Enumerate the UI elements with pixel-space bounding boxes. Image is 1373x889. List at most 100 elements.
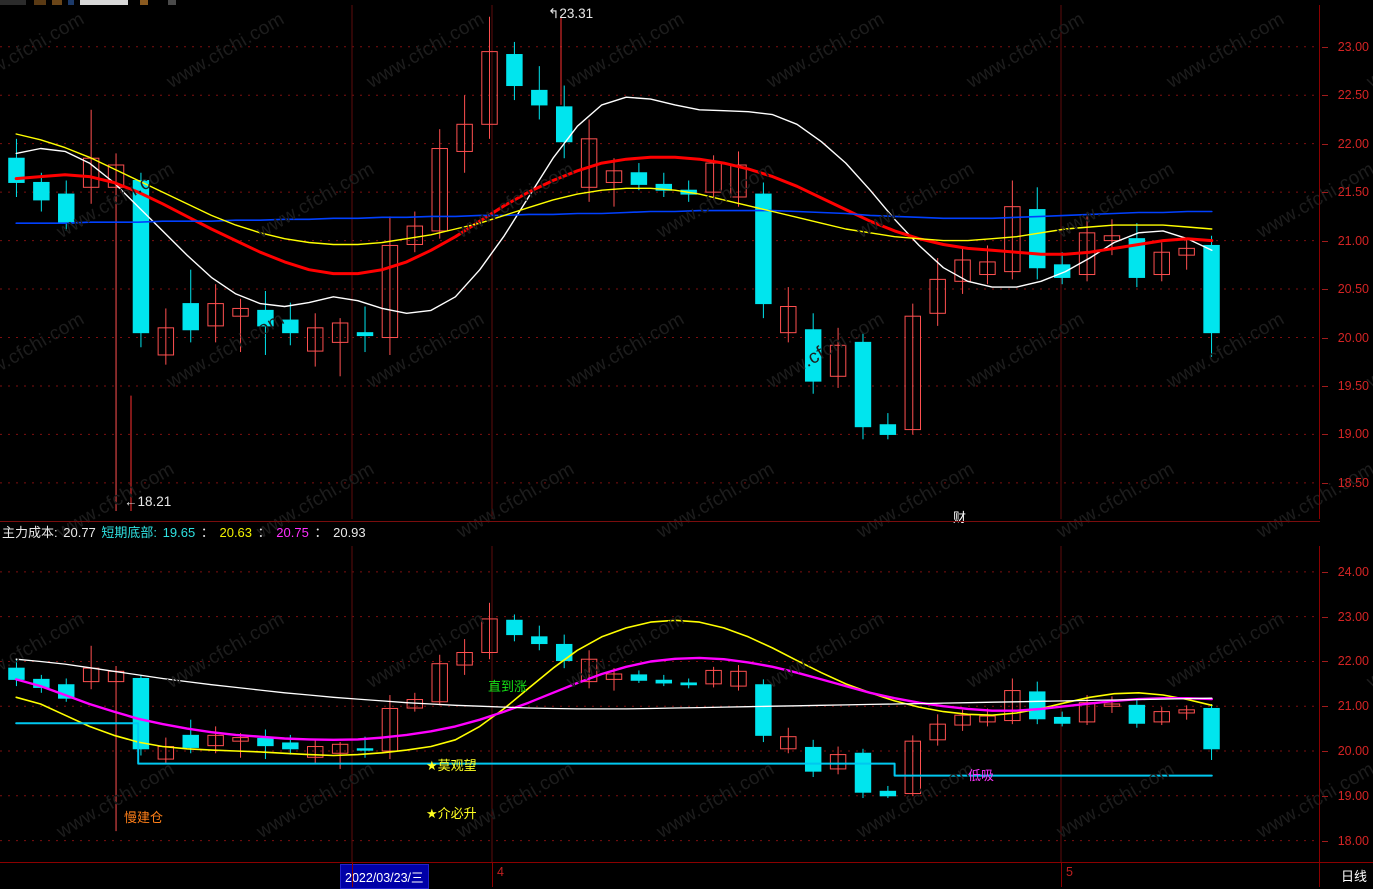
price-chart-svg — [0, 0, 1320, 519]
axis-tick-mark — [1322, 795, 1328, 797]
candle-body — [1128, 238, 1146, 278]
candle-body — [257, 737, 274, 747]
candle-body — [904, 740, 921, 795]
price-plot-area[interactable] — [0, 0, 1320, 519]
series-line-MA-yellow — [15, 133, 1213, 246]
candle-body — [456, 123, 473, 152]
candlestick — [431, 129, 448, 239]
candle-body — [580, 658, 598, 683]
candle-body — [804, 746, 822, 772]
candlestick — [531, 625, 548, 651]
candle-body — [307, 327, 324, 352]
series-line-MA-long — [15, 209, 1213, 224]
candlestick — [406, 211, 424, 253]
candle-body — [1078, 702, 1096, 723]
candle-body — [854, 341, 872, 428]
candle-body — [1178, 247, 1195, 256]
time-axis-tick: 4 — [497, 865, 504, 879]
axis-tick-mark — [1322, 95, 1328, 97]
candle-body — [605, 673, 623, 680]
candle-body — [1178, 709, 1195, 714]
candle-body — [705, 162, 722, 193]
candle-body — [1103, 235, 1121, 242]
price-axis-upper[interactable]: 23.00 22.50 22.00 21.50 21.00 20.50 20.00 19.50… — [1319, 0, 1373, 519]
candle-body — [979, 261, 996, 276]
time-axis[interactable]: 2022/03/23/三 日线 4 5 — [0, 862, 1373, 889]
period-label[interactable]: 日线 — [1340, 869, 1367, 884]
axis-tick-label: 21.00 — [1337, 699, 1369, 714]
series-line-slow-magenta — [15, 656, 1213, 741]
status-sep-3: ： — [314, 525, 328, 540]
price-panel[interactable] — [0, 0, 1320, 519]
axis-tick-label: 19.50 — [1337, 378, 1369, 393]
candlestick — [481, 602, 498, 660]
candle-body — [506, 619, 523, 636]
candlestick — [730, 151, 747, 207]
candlestick — [33, 172, 50, 212]
candlestick — [655, 172, 673, 197]
candlestick — [804, 313, 822, 394]
candlestick — [8, 138, 25, 197]
candlestick — [207, 726, 224, 754]
candle-body — [531, 89, 548, 106]
candle-body — [207, 303, 224, 327]
candlestick — [605, 158, 623, 207]
candle-body — [1004, 206, 1021, 273]
candle-body — [1153, 251, 1170, 276]
selected-date-label[interactable]: 2022/03/23/三 — [340, 864, 429, 889]
status-sep-2: ： — [257, 525, 271, 540]
axis-tick-mark — [1322, 751, 1328, 752]
indicator-plot-area[interactable] — [0, 546, 1320, 862]
low-price-marker: ← — [124, 494, 138, 509]
axis-tick-mark — [1322, 385, 1328, 387]
candlestick — [1128, 223, 1146, 288]
candlestick — [107, 153, 125, 511]
axis-tick-label: 21.50 — [1337, 185, 1369, 200]
candle-body — [1103, 703, 1121, 707]
candlestick — [307, 313, 324, 367]
candlestick — [1153, 242, 1170, 282]
candle-body — [481, 51, 498, 125]
candle-body — [904, 315, 921, 431]
axis-tick-mark — [1322, 240, 1328, 242]
low-price-value: 18.21 — [137, 494, 172, 509]
candle-body — [182, 303, 199, 331]
axis-tick-mark — [1322, 571, 1328, 573]
candlestick — [755, 182, 772, 319]
candle-body — [655, 679, 673, 684]
axis-tick-mark — [1322, 289, 1328, 291]
candlestick — [1053, 252, 1071, 285]
candlestick — [929, 714, 946, 746]
axis-tick-label: 18.50 — [1337, 475, 1369, 490]
candle-body — [1128, 704, 1146, 724]
candle-body — [580, 138, 598, 188]
candlestick — [531, 66, 548, 120]
signal-label-slow-build: 慢建仓 — [124, 810, 164, 825]
candle-body — [655, 183, 673, 191]
candlestick — [904, 735, 921, 796]
candle-body — [132, 677, 150, 750]
candle-body — [157, 327, 175, 356]
candlestick — [1103, 696, 1121, 713]
candle-body — [506, 54, 523, 87]
axis-tick-label: 23.00 — [1337, 609, 1369, 624]
candle-body — [1004, 690, 1021, 722]
toolbar-strip-cutoff[interactable] — [0, 0, 1373, 5]
candle-body — [331, 322, 349, 343]
axis-tick-label: 21.00 — [1337, 233, 1369, 248]
candlestick — [605, 668, 623, 691]
signal-label-must-rise: ★介必升 — [426, 806, 477, 821]
candlestick — [257, 729, 274, 760]
candlestick — [555, 85, 573, 159]
candlestick — [107, 665, 125, 832]
price-axis-lower[interactable]: 24.00 23.00 22.00 21.00 20.00 19.00 18.00 — [1319, 546, 1373, 862]
candle-body — [1029, 691, 1046, 720]
candle-body — [406, 225, 424, 245]
candlestick — [331, 318, 349, 377]
indicator-panel[interactable] — [0, 546, 1320, 862]
axis-divider — [1319, 862, 1320, 887]
candle-body — [182, 734, 199, 748]
axis-tick-label: 19.00 — [1337, 788, 1369, 803]
candle-body — [481, 618, 498, 654]
